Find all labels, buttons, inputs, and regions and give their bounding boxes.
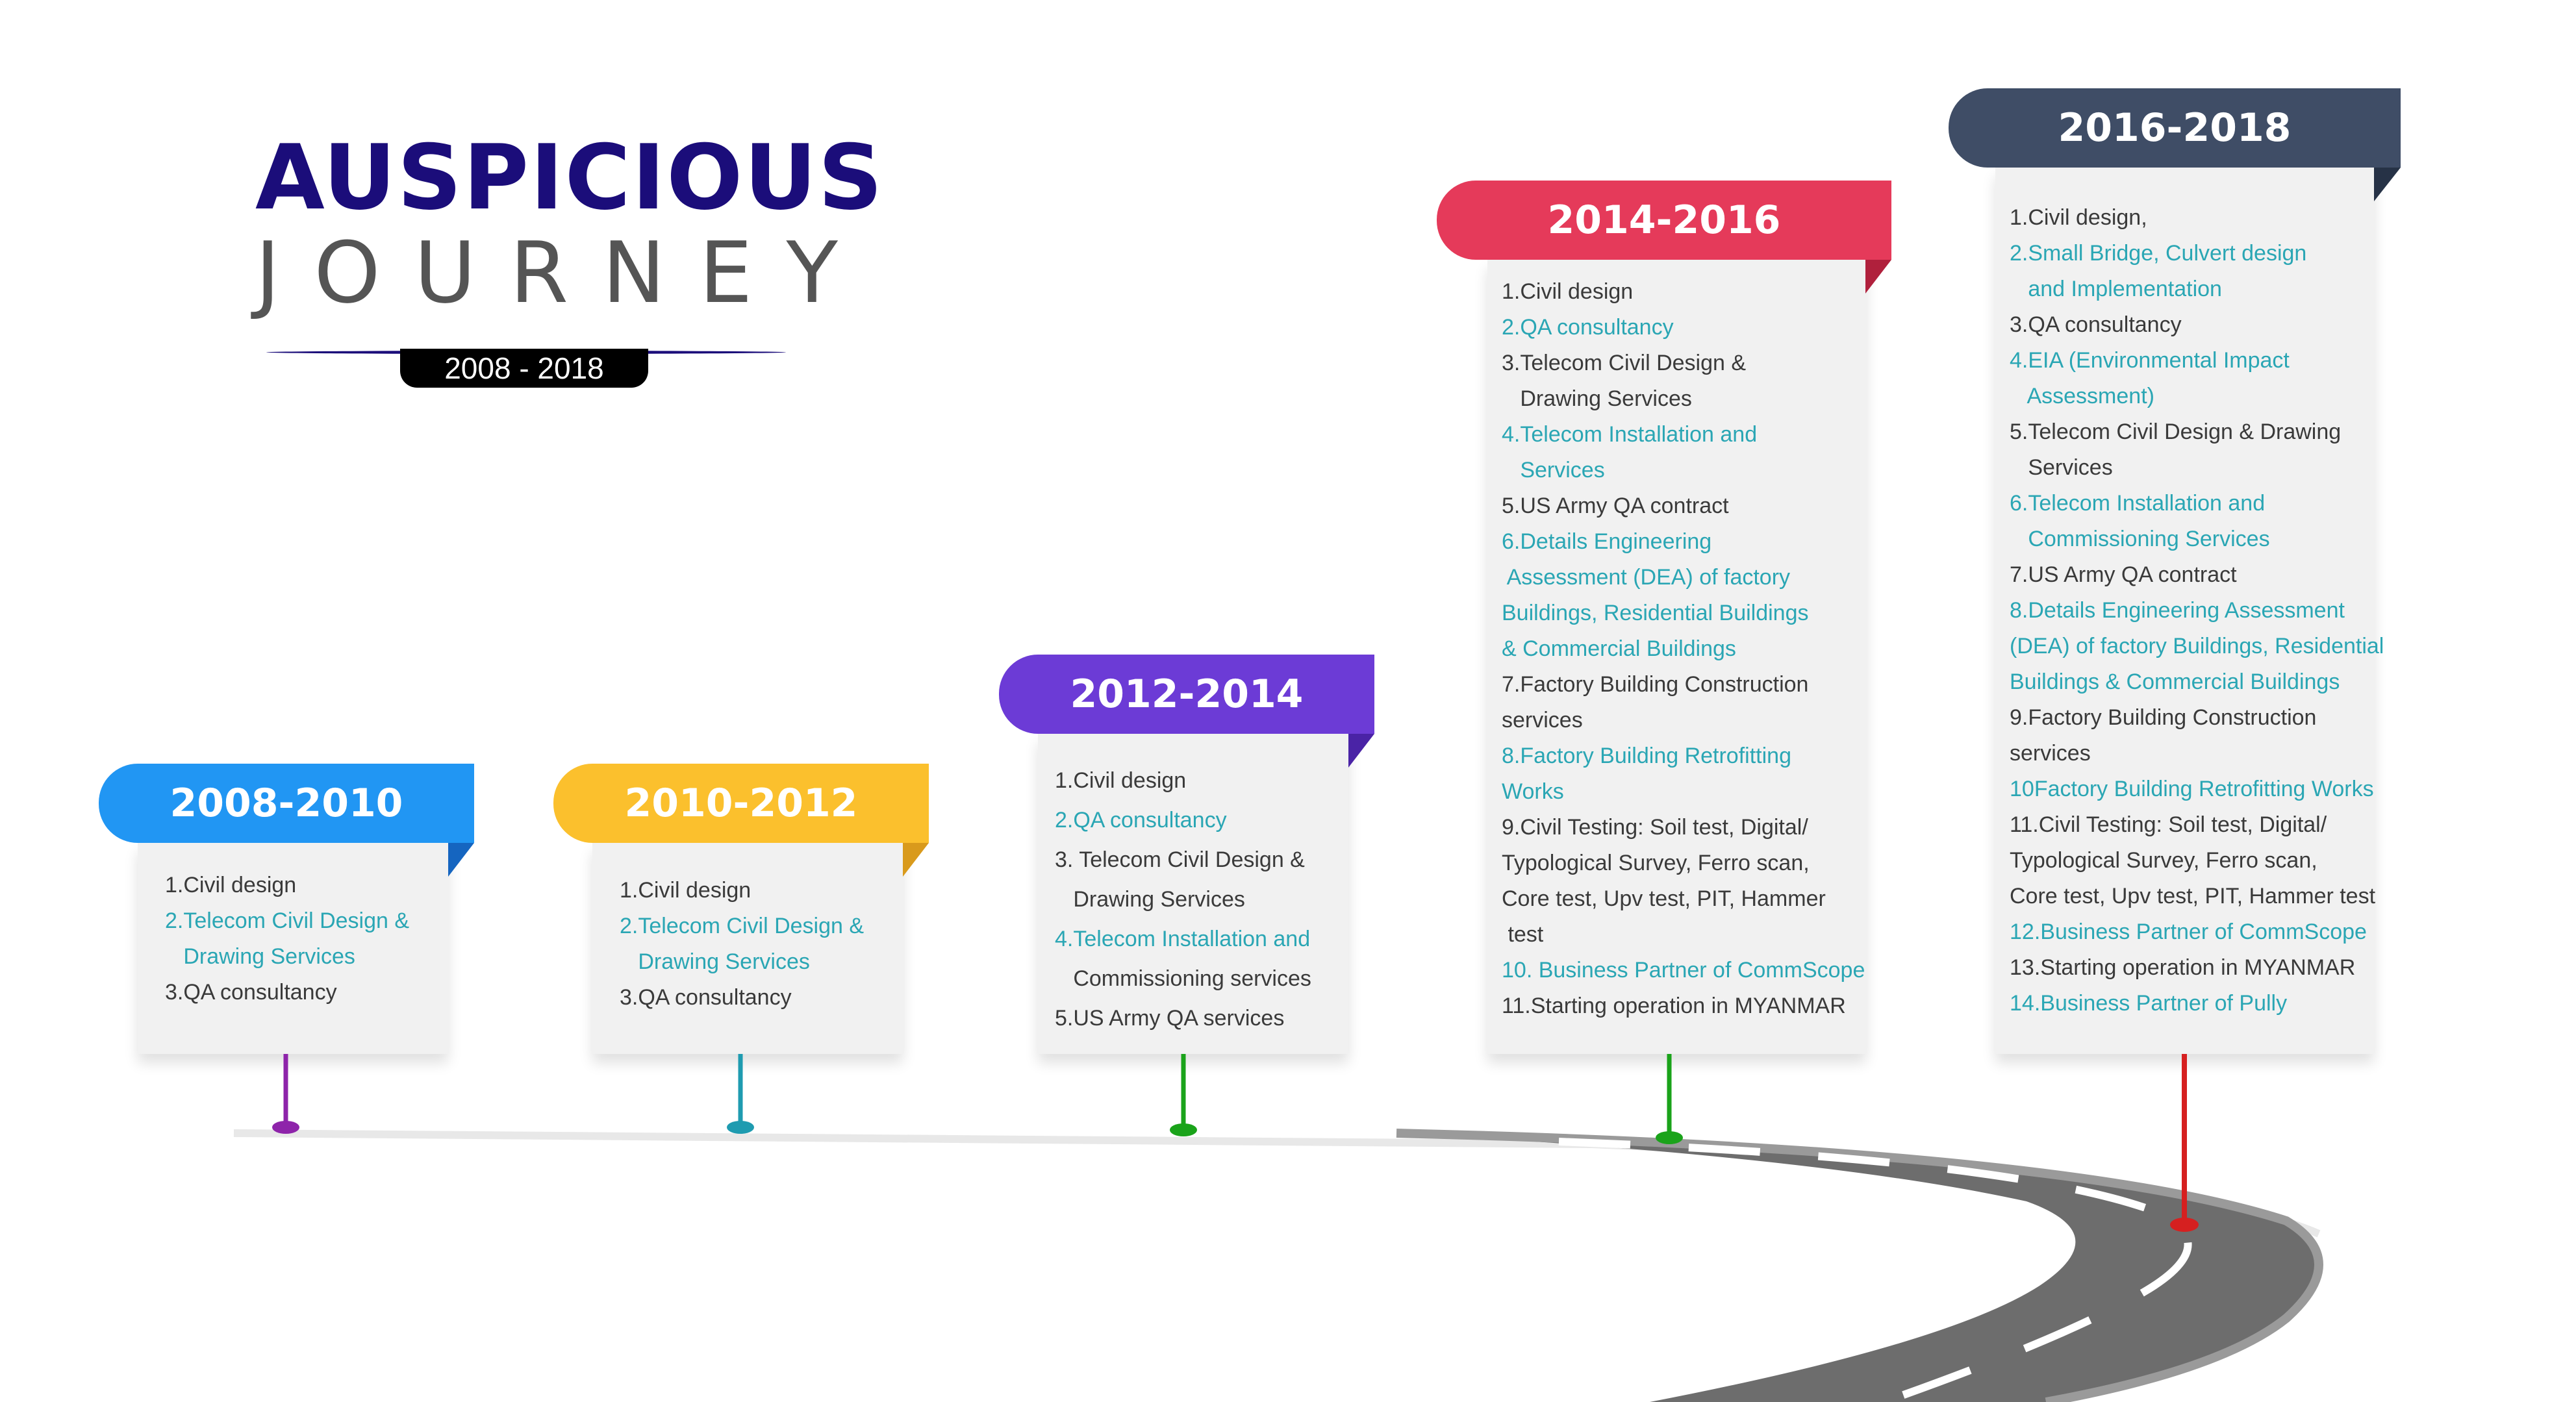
list-item: 3.QA consultancy xyxy=(2010,312,2182,337)
list-item: 6.Details Engineering xyxy=(1502,529,1712,554)
pin-dot xyxy=(1170,1123,1197,1136)
pin-dot xyxy=(727,1121,754,1134)
list-item: Assessment) xyxy=(2010,384,2154,408)
tab-fold xyxy=(2374,168,2401,201)
list-item: 3.QA consultancy xyxy=(165,980,337,1005)
tab-fold xyxy=(1865,260,1891,294)
list-item: Core test, Upv test, PIT, Hammer xyxy=(1502,886,1826,911)
list-item: 7.Factory Building Construction xyxy=(1502,672,1809,697)
list-item: Typological Survey, Ferro scan, xyxy=(1502,851,1810,875)
milestone-list: 1.Civil design 2.Telecom Civil Design & … xyxy=(592,843,903,1016)
period-badge: 2008 - 2018 xyxy=(400,349,648,388)
list-item: 9.Civil Testing: Soil test, Digital/ xyxy=(1502,815,1808,840)
road-edge xyxy=(1396,1129,2323,1402)
page-subtitle: JOURNEY xyxy=(255,223,872,322)
milestone-card-2014-2016: 1.Civil design 2.QA consultancy 3.Teleco… xyxy=(1487,260,1866,1054)
list-item: 6.Telecom Installation and xyxy=(2010,491,2266,516)
list-item: 14.Business Partner of Pully xyxy=(2010,991,2288,1016)
milestone-tab: 2012-2014 xyxy=(999,655,1374,734)
milestone-tab: 2008-2010 xyxy=(99,764,474,843)
list-item: Buildings, Residential Buildings xyxy=(1502,601,1809,625)
list-item: 4.Telecom Installation and xyxy=(1502,422,1758,447)
list-item: Drawing Services xyxy=(1502,386,1692,411)
timeline-pin xyxy=(2170,1054,2199,1232)
list-item: 4.Telecom Installation and xyxy=(1055,927,1311,951)
list-item: 2.Telecom Civil Design & xyxy=(620,914,865,938)
list-item: 1.Civil design xyxy=(165,873,297,897)
page-title: AUSPICIOUS xyxy=(255,125,884,230)
tab-fold xyxy=(903,843,929,877)
timeline-pin xyxy=(1170,1054,1197,1136)
pin-dot xyxy=(2170,1218,2199,1232)
list-item: 8.Details Engineering Assessment xyxy=(2010,598,2345,623)
list-item: 3.QA consultancy xyxy=(620,985,792,1010)
milestone-list: 1.Civil design, 2.Small Bridge, Culvert … xyxy=(1995,168,2384,1021)
milestone-list: 1.Civil design 2.QA consultancy 3. Telec… xyxy=(1038,734,1348,1038)
list-item: 12.Business Partner of CommScope xyxy=(2010,920,2367,944)
list-item: 10. Business Partner of CommScope xyxy=(1502,958,1865,983)
list-item: 2.Telecom Civil Design & xyxy=(165,908,410,933)
list-item: 5.US Army QA contract xyxy=(1502,494,1729,518)
list-item: 13.Starting operation in MYANMAR xyxy=(2010,955,2356,980)
list-item: 1.Civil design xyxy=(1502,279,1634,304)
list-item: Core test, Upv test, PIT, Hammer test xyxy=(2010,884,2376,908)
list-item: 2.QA consultancy xyxy=(1055,808,1227,832)
milestone-tab: 2016-2018 xyxy=(1949,88,2401,168)
list-item: Commissioning Services xyxy=(2010,527,2270,551)
list-item: test xyxy=(1502,922,1544,947)
milestone-tab: 2010-2012 xyxy=(553,764,929,843)
list-item: 4.EIA (Environmental Impact xyxy=(2010,348,2290,373)
list-item: 3. Telecom Civil Design & xyxy=(1055,847,1305,872)
timeline-pin xyxy=(727,1054,754,1134)
tab-fold xyxy=(1348,734,1374,768)
list-item: 1.Civil design xyxy=(620,878,751,903)
list-item: 1.Civil design xyxy=(1055,768,1187,793)
timeline-pin xyxy=(272,1054,299,1134)
list-item: Buildings & Commercial Buildings xyxy=(2010,670,2340,694)
list-item: 10Factory Building Retrofitting Works xyxy=(2010,777,2374,801)
milestone-card-2012-2014: 1.Civil design 2.QA consultancy 3. Telec… xyxy=(1038,734,1348,1054)
list-item: 8.Factory Building Retrofitting xyxy=(1502,744,1791,768)
list-item: Services xyxy=(1502,458,1605,482)
list-item: 2.QA consultancy xyxy=(1502,315,1674,340)
pin-dot xyxy=(272,1121,299,1134)
list-item: services xyxy=(1502,708,1583,732)
list-item: 11.Civil Testing: Soil test, Digital/ xyxy=(2010,812,2327,837)
list-item: Commissioning services xyxy=(1055,966,1311,991)
road-center-line xyxy=(1558,1138,2192,1402)
list-item: Services xyxy=(2010,455,2113,480)
list-item: and Implementation xyxy=(2010,277,2222,301)
list-item: 5.Telecom Civil Design & Drawing xyxy=(2010,419,2342,444)
milestone-card-2010-2012: 1.Civil design 2.Telecom Civil Design & … xyxy=(592,843,903,1054)
milestone-list: 1.Civil design 2.Telecom Civil Design & … xyxy=(138,843,448,1010)
list-item: Drawing Services xyxy=(165,944,355,969)
list-item: 1.Civil design, xyxy=(2010,205,2147,230)
list-item: services xyxy=(2010,741,2091,766)
list-item: Typological Survey, Ferro scan, xyxy=(2010,848,2317,873)
list-item: Drawing Services xyxy=(1055,887,1245,912)
road-surface xyxy=(1396,1133,2319,1402)
milestone-card-2016-2018: 1.Civil design, 2.Small Bridge, Culvert … xyxy=(1995,168,2384,1054)
pin-dot xyxy=(1656,1131,1683,1144)
list-item: Works xyxy=(1502,779,1564,804)
tab-fold xyxy=(448,843,474,877)
milestone-list: 1.Civil design 2.QA consultancy 3.Teleco… xyxy=(1487,260,1866,1024)
list-item: 7.US Army QA contract xyxy=(2010,562,2237,587)
list-item: 2.Small Bridge, Culvert design xyxy=(2010,241,2307,266)
list-item: & Commercial Buildings xyxy=(1502,636,1736,661)
list-item: 3.Telecom Civil Design & xyxy=(1502,351,1747,375)
list-item: Assessment (DEA) of factory xyxy=(1502,565,1791,590)
milestone-tab: 2014-2016 xyxy=(1437,181,1891,260)
list-item: 9.Factory Building Construction xyxy=(2010,705,2317,730)
milestone-card-2008-2010: 1.Civil design 2.Telecom Civil Design & … xyxy=(138,843,448,1054)
list-item: 5.US Army QA services xyxy=(1055,1006,1285,1031)
timeline-pin xyxy=(1656,1054,1683,1144)
list-item: 11.Starting operation in MYANMAR xyxy=(1502,994,1846,1018)
list-item: (DEA) of factory Buildings, Residential xyxy=(2010,634,2384,658)
list-item: Drawing Services xyxy=(620,949,810,974)
